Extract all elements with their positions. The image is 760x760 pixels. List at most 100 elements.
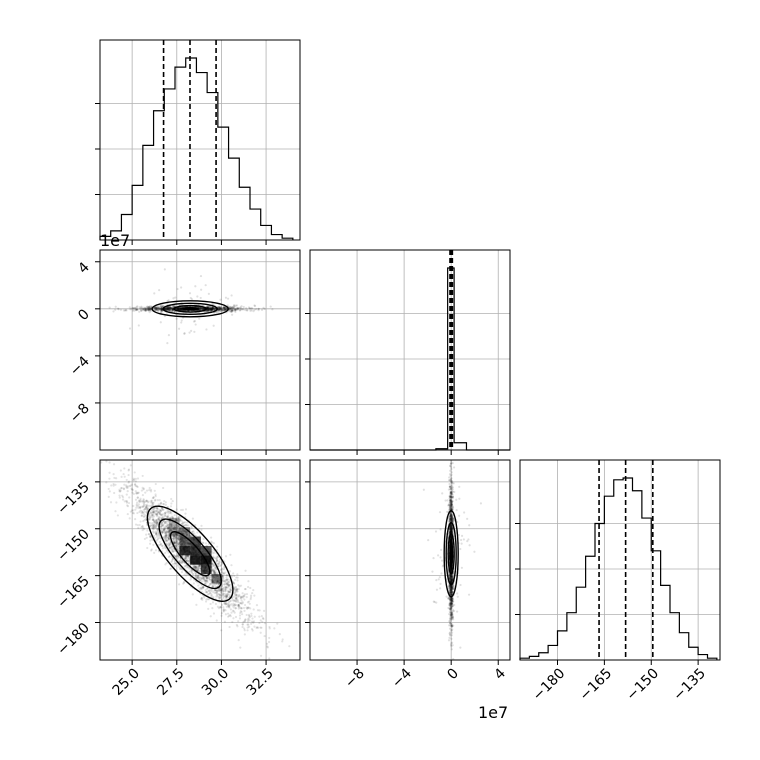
scatter-point xyxy=(217,308,221,311)
scatter-point xyxy=(197,307,200,310)
scatter-point xyxy=(243,587,247,591)
y-tick-label: −8 xyxy=(67,400,93,426)
scatter-point xyxy=(164,532,167,535)
scatter-point xyxy=(140,514,143,517)
ticks xyxy=(95,481,267,665)
scatter-point xyxy=(235,304,239,307)
scatter-point xyxy=(236,576,239,579)
scatter-point xyxy=(173,541,176,545)
scatter-point xyxy=(148,515,151,518)
scatter-point xyxy=(215,591,219,594)
scatter-point xyxy=(169,307,172,310)
scatter-point xyxy=(146,508,149,511)
scatter-point xyxy=(228,593,231,596)
scatter-point xyxy=(153,551,156,554)
scatter-point xyxy=(156,538,159,541)
scatter-point xyxy=(174,542,177,545)
scatter-point xyxy=(125,501,129,504)
scatter-point xyxy=(97,485,99,487)
scatter-point xyxy=(176,554,180,558)
scatter-point xyxy=(168,547,171,550)
scatter-point xyxy=(222,307,225,310)
scatter-point xyxy=(160,524,163,528)
scatter-point xyxy=(211,584,214,587)
scatter-point xyxy=(176,543,179,546)
scatter-point xyxy=(234,586,237,589)
scatter-point xyxy=(177,541,180,544)
scatter-point xyxy=(222,589,225,593)
scatter-point xyxy=(199,587,203,590)
scatter-point xyxy=(160,308,163,311)
scatter-point xyxy=(119,490,122,493)
scatter-point xyxy=(213,589,216,592)
scatter-point xyxy=(210,307,213,310)
scatter-point xyxy=(223,308,226,311)
scatter-point xyxy=(207,307,210,310)
scatter-point xyxy=(196,309,200,312)
scatter-point xyxy=(100,461,103,464)
scatter-point xyxy=(170,560,173,564)
scatter-point xyxy=(179,307,183,310)
scatter-point xyxy=(239,596,242,599)
scatter-point xyxy=(244,587,247,591)
scatter-point xyxy=(211,585,215,588)
scatter-point xyxy=(450,575,454,578)
scatter-point xyxy=(156,506,159,509)
scatter-point xyxy=(207,598,211,601)
scatter-point xyxy=(450,527,453,530)
scatter-point xyxy=(167,532,170,535)
scatter-point xyxy=(127,481,130,484)
scatter-point xyxy=(449,581,452,584)
scatter-point xyxy=(249,598,252,601)
scatter-point xyxy=(164,531,167,535)
scatter-point xyxy=(253,304,257,308)
scatter-point xyxy=(163,528,166,531)
scatter-point xyxy=(186,559,189,563)
scatter-point xyxy=(458,485,461,488)
density-contours xyxy=(151,300,229,318)
scatter-point xyxy=(129,308,132,311)
scatter-point xyxy=(119,487,123,490)
scatter-point xyxy=(164,563,167,566)
scatter-point xyxy=(230,306,233,310)
scatter-point xyxy=(448,527,451,531)
scatter-point xyxy=(448,585,451,588)
scatter-point xyxy=(215,594,218,597)
scatter-point xyxy=(243,593,247,596)
scatter-point xyxy=(208,307,211,311)
scatter-point xyxy=(171,558,174,561)
scatter-point xyxy=(451,520,454,523)
scatter-point xyxy=(177,308,180,311)
scatter-point xyxy=(172,541,176,544)
scatter-point xyxy=(144,507,147,510)
scatter-point xyxy=(449,593,452,596)
scatter-point xyxy=(171,533,174,536)
scatter-point xyxy=(210,308,213,311)
scatter-point xyxy=(448,631,452,634)
scatter-point xyxy=(448,577,451,580)
scatter-point xyxy=(209,305,212,309)
scatter-point xyxy=(148,305,151,308)
scatter-point xyxy=(263,307,266,311)
scatter-point xyxy=(451,508,454,511)
scatter-point xyxy=(180,529,183,533)
scatter-point xyxy=(194,572,197,576)
scatter-point xyxy=(139,505,142,508)
scatter-point xyxy=(219,589,222,592)
scatter-point xyxy=(449,529,453,532)
scatter-point xyxy=(449,516,452,519)
scatter-point xyxy=(449,593,452,596)
scatter-point xyxy=(192,573,195,576)
scatter-point xyxy=(158,289,161,292)
scatter-point xyxy=(230,585,233,588)
scatter-point xyxy=(177,307,181,311)
scatter-point xyxy=(166,299,169,303)
scatter-point xyxy=(198,307,202,310)
scatter-point xyxy=(256,626,259,629)
scatter-point xyxy=(223,305,226,309)
scatter-point xyxy=(427,539,430,542)
scatter-point xyxy=(227,585,230,588)
scatter-point xyxy=(223,309,226,312)
scatter-point xyxy=(157,307,160,310)
scatter-point xyxy=(167,512,170,515)
